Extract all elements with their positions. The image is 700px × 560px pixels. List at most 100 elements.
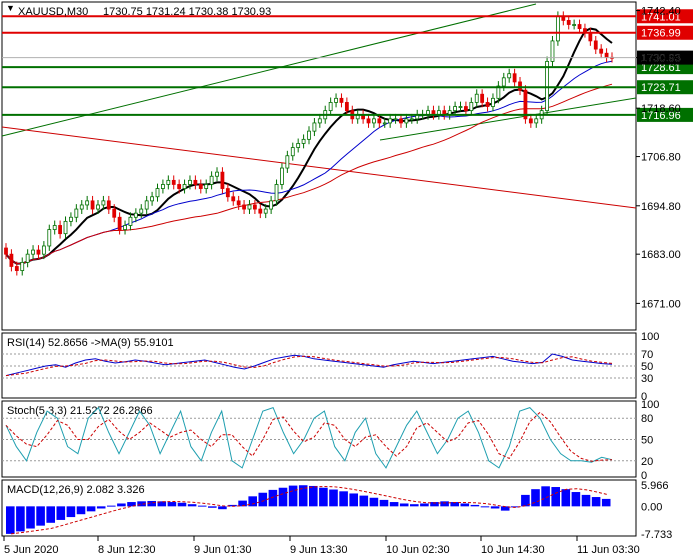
horizontal-levels[interactable]: 1741.01 1736.99 1728.61 1723.71 1716.96 1730.…: [2, 9, 693, 122]
candle: [74, 204, 79, 223]
macd-bar: [521, 494, 530, 507]
candle: [263, 204, 268, 219]
macd-bar: [147, 500, 156, 507]
candle: [112, 204, 117, 223]
trendline-channel-green[interactable]: [379, 97, 637, 141]
candle: [388, 113, 393, 128]
time-tick-label: 9 Jun 01:30: [194, 544, 252, 556]
candle: [144, 195, 149, 214]
macd-bar: [117, 503, 126, 507]
candle: [485, 97, 490, 112]
macd-bar: [309, 485, 318, 507]
price-tick-label: 1694.80: [641, 201, 681, 213]
time-tick-label: 5 Jun 2020: [4, 544, 58, 556]
candle: [507, 68, 512, 83]
candle: [458, 101, 463, 112]
candle: [128, 212, 133, 231]
macd-bar: [531, 489, 540, 507]
macd-bar: [46, 506, 55, 523]
price-axis: 1742.40 1730.93 1718.60 1706.80 1694.80 1683.…: [636, 6, 681, 310]
triangle-down-icon[interactable]: ▼: [6, 3, 15, 13]
candle: [69, 212, 73, 227]
macd-bar: [107, 505, 116, 507]
candle: [296, 138, 301, 153]
candle: [290, 142, 295, 161]
macd-bar: [581, 494, 591, 507]
macd-bar: [601, 498, 611, 507]
current-price-tag: [637, 50, 693, 65]
candle: [572, 19, 577, 30]
candle: [545, 56, 549, 116]
candle: [58, 220, 63, 239]
candle: [220, 167, 225, 194]
current-price-label: 1730.93: [641, 53, 681, 65]
candle: [225, 183, 230, 202]
symbol-title: XAUUSD,M30: [18, 6, 88, 18]
candle: [534, 113, 539, 128]
candle: [252, 200, 257, 214]
macd-bar: [470, 504, 480, 507]
candle: [366, 113, 371, 128]
candle: [312, 118, 317, 137]
macd-bar: [591, 497, 601, 507]
candle: [382, 118, 387, 128]
time-tick-label: 8 Jun 12:30: [98, 544, 156, 556]
candle: [566, 15, 571, 30]
macd-bar: [379, 499, 389, 507]
candle: [123, 220, 127, 235]
trendline-down-red[interactable]: [1, 126, 637, 209]
macd-bar: [187, 504, 197, 507]
candle: [85, 195, 90, 210]
candle: [339, 93, 344, 108]
candle: [453, 101, 457, 116]
macd-bar: [218, 506, 227, 510]
candle: [372, 113, 376, 128]
scale-label: 70: [641, 349, 653, 361]
macd-bar: [450, 502, 459, 507]
stochastic-indicator: 100 80 50 20 0: [2, 399, 659, 482]
macd-bar: [359, 495, 369, 507]
macd-bar: [137, 501, 146, 507]
candle: [90, 195, 95, 214]
macd-indicator: 5.966 0.00 -7.733: [6, 480, 672, 541]
main-pane-frame: [1, 1, 637, 331]
candle: [317, 113, 322, 128]
candle: [491, 93, 495, 112]
candle: [528, 113, 533, 128]
candle: [280, 163, 284, 190]
candle: [231, 191, 236, 206]
candle: [96, 200, 100, 214]
ma-slow-line: [5, 83, 613, 265]
candle: [79, 200, 84, 214]
macd-bar: [96, 506, 106, 509]
macd-header: MACD(12,26,9) 2.082 3.326: [7, 484, 145, 496]
macd-bar: [197, 505, 207, 507]
candle: [198, 179, 203, 194]
candle: [41, 241, 46, 260]
macd-bar: [167, 502, 177, 507]
macd-bar: [56, 506, 66, 520]
candle: [20, 257, 25, 276]
candle: [593, 35, 598, 55]
macd-bar: [157, 501, 167, 507]
candle: [47, 224, 52, 251]
candle: [177, 179, 182, 194]
macd-bar: [298, 485, 308, 507]
candle: [133, 208, 138, 223]
candle: [106, 195, 111, 214]
macd-bar: [511, 506, 520, 508]
candle: [269, 195, 274, 214]
macd-bar: [288, 485, 298, 507]
macd-bar: [389, 502, 399, 507]
candle: [577, 19, 582, 34]
candle: [550, 35, 555, 67]
candlesticks: [4, 11, 614, 276]
level-label: 1728.61: [641, 62, 681, 74]
candle: [215, 167, 219, 182]
level-tag: [637, 9, 693, 24]
price-tick-label: 1718.60: [641, 103, 681, 115]
rsi-header: RSI(14) 52.8656 ->MA(9) 55.9101: [7, 337, 174, 349]
